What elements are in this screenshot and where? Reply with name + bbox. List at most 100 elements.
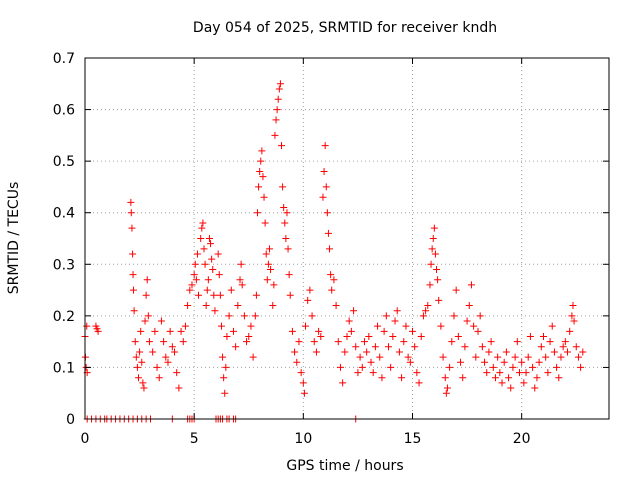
data-point [564, 348, 572, 356]
data-point [260, 193, 268, 201]
data-point [136, 348, 144, 356]
data-point [179, 338, 187, 346]
data-point [433, 265, 441, 273]
data-point [422, 307, 430, 315]
data-point [382, 312, 390, 320]
grid-lines [85, 58, 609, 419]
data-point [332, 302, 340, 310]
data-point [302, 322, 310, 330]
data-point [240, 312, 248, 320]
data-point [457, 358, 465, 366]
data-point [374, 322, 382, 330]
data-point [360, 338, 368, 346]
data-point [151, 327, 159, 335]
data-point [127, 209, 135, 217]
data-point [128, 224, 136, 232]
data-point [461, 343, 469, 351]
data-point [371, 343, 379, 351]
data-point [544, 369, 552, 377]
data-point [274, 95, 282, 103]
data-point [267, 265, 275, 273]
data-point [164, 358, 172, 366]
data-point [192, 276, 200, 284]
data-point [367, 358, 375, 366]
data-point [319, 193, 327, 201]
data-point [524, 353, 532, 361]
data-point [507, 384, 515, 392]
data-point [282, 235, 290, 242]
data-point [400, 338, 408, 346]
data-point [263, 276, 271, 284]
data-point [286, 291, 294, 299]
data-point [415, 379, 423, 387]
data-point [215, 271, 223, 279]
data-point [334, 338, 342, 346]
data-point [398, 374, 406, 382]
data-point [505, 374, 513, 382]
data-point [283, 209, 291, 217]
data-point [83, 322, 91, 330]
data-point [491, 374, 499, 382]
data-point [369, 369, 377, 377]
tick-labels: 0 0.1 0.2 0.3 0.4 0.5 0.6 0.7 0 5 10 15 20 [53, 51, 531, 447]
data-point [446, 363, 454, 371]
data-point [387, 363, 395, 371]
data-point [210, 291, 218, 299]
data-point [356, 353, 364, 361]
data-point [434, 276, 442, 284]
data-point [209, 265, 217, 273]
data-point [324, 229, 332, 237]
x-tick-label: 15 [404, 431, 422, 447]
data-point [155, 374, 163, 382]
data-point [238, 281, 246, 289]
data-point [413, 369, 421, 377]
data-point [540, 332, 547, 340]
data-point [579, 348, 587, 356]
data-point [354, 369, 362, 377]
data-point [485, 348, 493, 356]
x-tick-label: 10 [294, 431, 312, 447]
data-point [259, 173, 267, 181]
data-point [299, 379, 307, 387]
data-point [186, 286, 194, 294]
data-point [264, 260, 272, 268]
data-point [459, 374, 467, 382]
data-point [278, 142, 285, 150]
data-point [522, 369, 530, 377]
data-point [572, 343, 580, 351]
data-point [234, 302, 242, 310]
y-tick-label: 0.4 [53, 206, 75, 222]
data-point [217, 322, 225, 330]
data-point [347, 327, 355, 335]
data-point [216, 291, 224, 299]
data-point [411, 343, 419, 351]
plot-frame [84, 57, 610, 420]
y-tick-label: 0.7 [53, 51, 75, 67]
data-point [143, 276, 151, 284]
data-point [219, 353, 227, 361]
data-point [520, 379, 528, 387]
data-point [162, 353, 170, 361]
data-point [138, 358, 146, 366]
data-point [317, 332, 325, 340]
y-tick-label: 0.6 [53, 103, 75, 119]
data-point [281, 219, 289, 227]
data-point [363, 348, 371, 356]
data-point [559, 343, 567, 351]
data-point [424, 302, 432, 310]
data-point [452, 286, 460, 294]
data-point [476, 312, 484, 320]
data-point [577, 363, 585, 371]
data-point [336, 363, 344, 371]
data-point [131, 338, 139, 346]
data-point [494, 353, 502, 361]
data-point [352, 343, 360, 351]
data-point [395, 348, 403, 356]
data-point [258, 147, 266, 155]
data-point [269, 302, 277, 310]
data-point [472, 353, 480, 361]
data-point [498, 379, 506, 387]
data-point [341, 348, 349, 356]
data-point [276, 80, 284, 88]
data-point [323, 209, 331, 217]
